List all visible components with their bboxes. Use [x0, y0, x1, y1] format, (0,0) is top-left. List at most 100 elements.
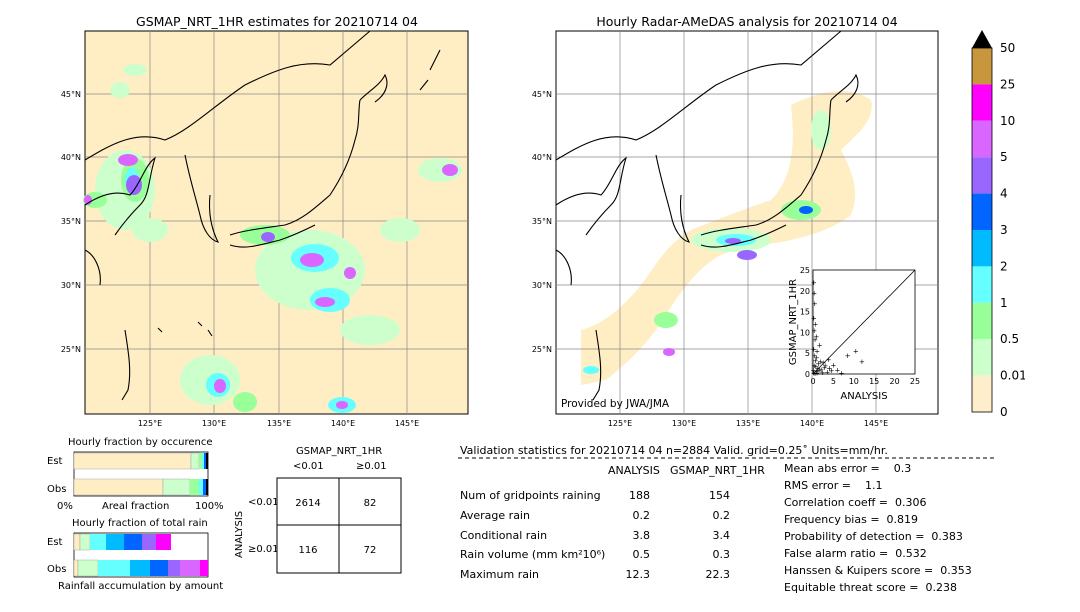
scatter-point: +: [817, 358, 823, 366]
stat-analysis-volume: 0.5: [632, 548, 651, 561]
right-lon-tick: 130°E: [672, 419, 696, 428]
scatter-point: +: [815, 364, 821, 372]
scatter-x-tick: 20: [890, 377, 900, 386]
colorbar-extend-arrow: [972, 30, 992, 48]
stat-analysis-maximum: 12.3: [625, 568, 651, 581]
scatter-point: +: [821, 364, 827, 372]
scatter-point: +: [811, 314, 817, 322]
scatter-point: +: [812, 352, 818, 360]
scatter-point: +: [835, 366, 841, 374]
scatter-plot: ++++++++++++++++++++++++++++++++++++++++…: [788, 266, 920, 402]
right-lon-tick: 135°E: [736, 419, 760, 428]
occurrence-est-bar: [73, 452, 208, 470]
colorbar: 50 25 10 5 4 3 2 1 0.5 0.01 0: [971, 30, 1025, 419]
scatter-point: +: [813, 357, 819, 365]
contingency-cell-0-1: 82: [364, 498, 377, 509]
colorbar-cell: [972, 375, 992, 412]
scatter-point: +: [811, 346, 817, 354]
scatter-point: +: [816, 367, 822, 375]
right-lat-tick: 45°N: [532, 90, 552, 99]
score-ets: Equitable threat score = 0.238: [784, 581, 957, 594]
colorbar-label: 25: [1000, 77, 1015, 91]
stat-label-gridpoints: Num of gridpoints raining: [460, 489, 601, 502]
total-rain-xlabel: Rainfall accumulation by amount: [58, 581, 224, 592]
stat-analysis-gridpoints: 188: [629, 489, 650, 502]
right-map-rain: [583, 110, 831, 374]
colorbar-cell: [972, 266, 992, 303]
stat-gsmap-conditional: 3.4: [712, 529, 731, 542]
left-lon-tick: 125°E: [138, 419, 162, 428]
right-lon-tick: 125°E: [608, 419, 632, 428]
occurrence-obs-label: Obs: [47, 484, 67, 495]
scatter-point: +: [812, 370, 818, 378]
scatter-y-tick: 5: [805, 349, 810, 358]
colorbar-cell: [972, 48, 992, 85]
stat-gsmap-maximum: 22.3: [705, 568, 731, 581]
left-lat-tick: 35°N: [61, 217, 81, 226]
credit-text: Provided by JWA/JMA: [561, 398, 670, 410]
scatter-point: +: [813, 368, 819, 376]
left-map: 125°E 130°E 135°E 140°E 145°E 45°N 40°N …: [61, 30, 469, 428]
left-lat-tick: 40°N: [61, 153, 81, 162]
stat-gsmap-average: 0.2: [712, 509, 731, 522]
scatter-y-tick: 20: [800, 287, 810, 296]
colorbar-cell: [972, 193, 992, 230]
contingency-col-0: <0.01: [293, 461, 324, 472]
colorbar-label: 5: [1000, 150, 1008, 164]
scatter-point: +: [853, 348, 859, 356]
right-lat-tick: 35°N: [532, 217, 552, 226]
right-lat-tick: 30°N: [532, 281, 552, 290]
scatter-point: +: [815, 360, 821, 368]
score-hk: Hanssen & Kuipers score = 0.353: [784, 564, 972, 577]
left-lon-tick: 140°E: [331, 419, 355, 428]
colorbar-label: 10: [1000, 114, 1015, 128]
scatter-ylabel: GSMAP_NRT_1HR: [788, 279, 799, 365]
scatter-x-tick: 5: [831, 377, 836, 386]
stat-gsmap-volume: 0.3: [712, 548, 731, 561]
left-map-title: GSMAP_NRT_1HR estimates for 20210714 04: [136, 14, 418, 29]
scatter-point: +: [859, 358, 865, 366]
scatter-point: +: [830, 361, 836, 369]
score-far: False alarm ratio = 0.532: [784, 547, 927, 560]
contingency-row-axis-label: ANALYSIS: [234, 510, 245, 558]
scatter-point: +: [845, 352, 851, 360]
colorbar-label: 4: [1000, 187, 1008, 201]
scatter-point: +: [812, 336, 818, 344]
stat-gsmap-gridpoints: 154: [709, 489, 730, 502]
scatter-diagonal: [812, 269, 916, 375]
scatter-y-tick: 15: [800, 308, 810, 317]
total-rain-bars: [73, 532, 209, 578]
colorbar-labels: 50 25 10 5 4 3 2 1 0.5 0.01 0: [1000, 41, 1025, 419]
scatter-point: +: [811, 289, 817, 297]
occurrence-title: Hourly fraction by occurence: [68, 437, 213, 448]
scatter-point: +: [822, 362, 828, 370]
scatter-y-tick: 25: [800, 266, 810, 275]
stat-label-average: Average rain: [460, 509, 530, 522]
scatter-point: +: [813, 321, 819, 329]
left-map-coastlines: [84, 30, 441, 401]
scatter-x-tick: 10: [849, 377, 859, 386]
scatter-point: +: [819, 369, 825, 377]
scatter-point: +: [826, 364, 832, 372]
scatter-points: ++++++++++++++++++++++++++++++++++++++++: [810, 279, 865, 378]
colorbar-cell: [972, 157, 992, 194]
contingency-cell-0-0: 2614: [295, 498, 320, 509]
contingency-cell-1-1: 72: [364, 545, 377, 556]
occurrence-tick-1: 100%: [195, 501, 224, 512]
total-rain-obs-bar: [73, 559, 208, 577]
left-lat-tick: 25°N: [61, 345, 81, 354]
scatter-point: +: [811, 362, 817, 370]
scatter-point: +: [839, 369, 845, 377]
scatter-y-tick: 0: [805, 370, 810, 379]
scatter-point: +: [820, 359, 826, 367]
left-lat-tick: 45°N: [61, 90, 81, 99]
colorbar-label: 50: [1000, 41, 1015, 55]
scatter-x-tick: 25: [910, 377, 920, 386]
scatter-point: +: [813, 333, 819, 341]
contingency-col-1: ≥0.01: [356, 461, 387, 472]
total-rain-title: Hourly fraction of total rain: [72, 518, 208, 529]
left-map-rain: [83, 64, 462, 413]
scatter-point: +: [812, 300, 818, 308]
left-lon-tick: 130°E: [202, 419, 226, 428]
score-frequency-bias: Frequency bias = 0.819: [784, 513, 919, 526]
